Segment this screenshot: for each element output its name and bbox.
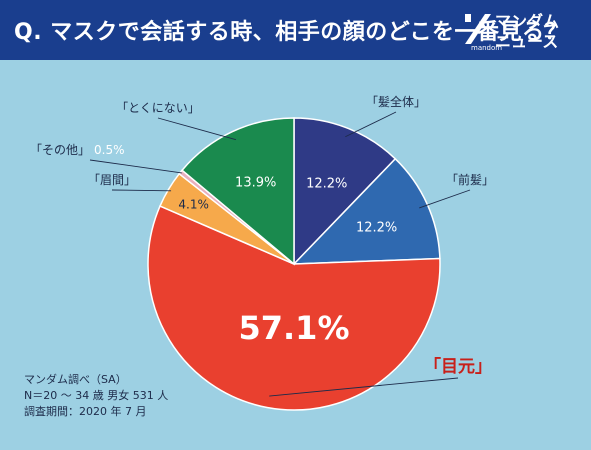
- slice-category-label: 「眉間」: [88, 173, 136, 187]
- leader-line: [269, 377, 459, 397]
- leader-lines: [89, 111, 471, 397]
- header-bar: Q. マスクで会話する時、相手の顔のどこを一番見る？ マンダム ニュース man…: [0, 0, 591, 60]
- survey-footnote: マンダム調べ（SA） N＝20 ～ 34 歳 男女 531 人 調査期間：202…: [24, 372, 168, 420]
- logo-text-top: マンダム: [495, 12, 560, 31]
- footnote-source: マンダム調べ（SA）: [24, 373, 127, 386]
- pie-slices: [147, 117, 441, 411]
- leader-line: [419, 189, 471, 209]
- footnote-period: 調査期間：2020 年 7 月: [24, 405, 147, 418]
- footnote-sample: N＝20 ～ 34 歳 男女 531 人: [24, 389, 169, 402]
- pie-slice: [147, 205, 441, 411]
- leader-line: [157, 117, 237, 141]
- pie-slice: [292, 157, 441, 265]
- slice-category-label: 「髪全体」: [366, 94, 426, 109]
- slice-value-label: 4.1%: [178, 197, 209, 211]
- logo-text-bottom: ニュース: [495, 32, 559, 51]
- pie-slice: [293, 117, 397, 266]
- slice-value-label: 0.5%: [94, 143, 125, 157]
- leader-line: [89, 159, 182, 174]
- leader-line: [345, 111, 397, 138]
- pie-slice: [181, 117, 295, 266]
- pie-labels: 12.2% 「髪全体」 12.2% 「前髪」 57.1% 「目元」 4.1% 「眉間」 「その他…: [30, 94, 494, 377]
- pie-chart: 12.2% 「髪全体」 12.2% 「前髪」 57.1% 「目元」 4.1% 「眉間」 「その他…: [30, 94, 494, 411]
- slice-value-label: 12.2%: [306, 176, 347, 191]
- mandom-slash-logo-icon: [465, 14, 491, 44]
- slice-value-label: 12.2%: [356, 221, 397, 236]
- slice-category-label: 「前髪」: [446, 172, 494, 187]
- slice-value-label: 57.1%: [238, 309, 349, 347]
- slice-category-label: 「とくにない」: [116, 101, 200, 115]
- slice-category-label: 「目元」: [424, 356, 492, 377]
- slice-category-label: 「その他」: [30, 143, 90, 157]
- logo-brand-text: mandom: [471, 44, 503, 52]
- mandom-news-logo: マンダム ニュース mandom: [461, 6, 581, 54]
- leader-line: [111, 189, 172, 192]
- slice-value-label: 13.9%: [235, 176, 276, 191]
